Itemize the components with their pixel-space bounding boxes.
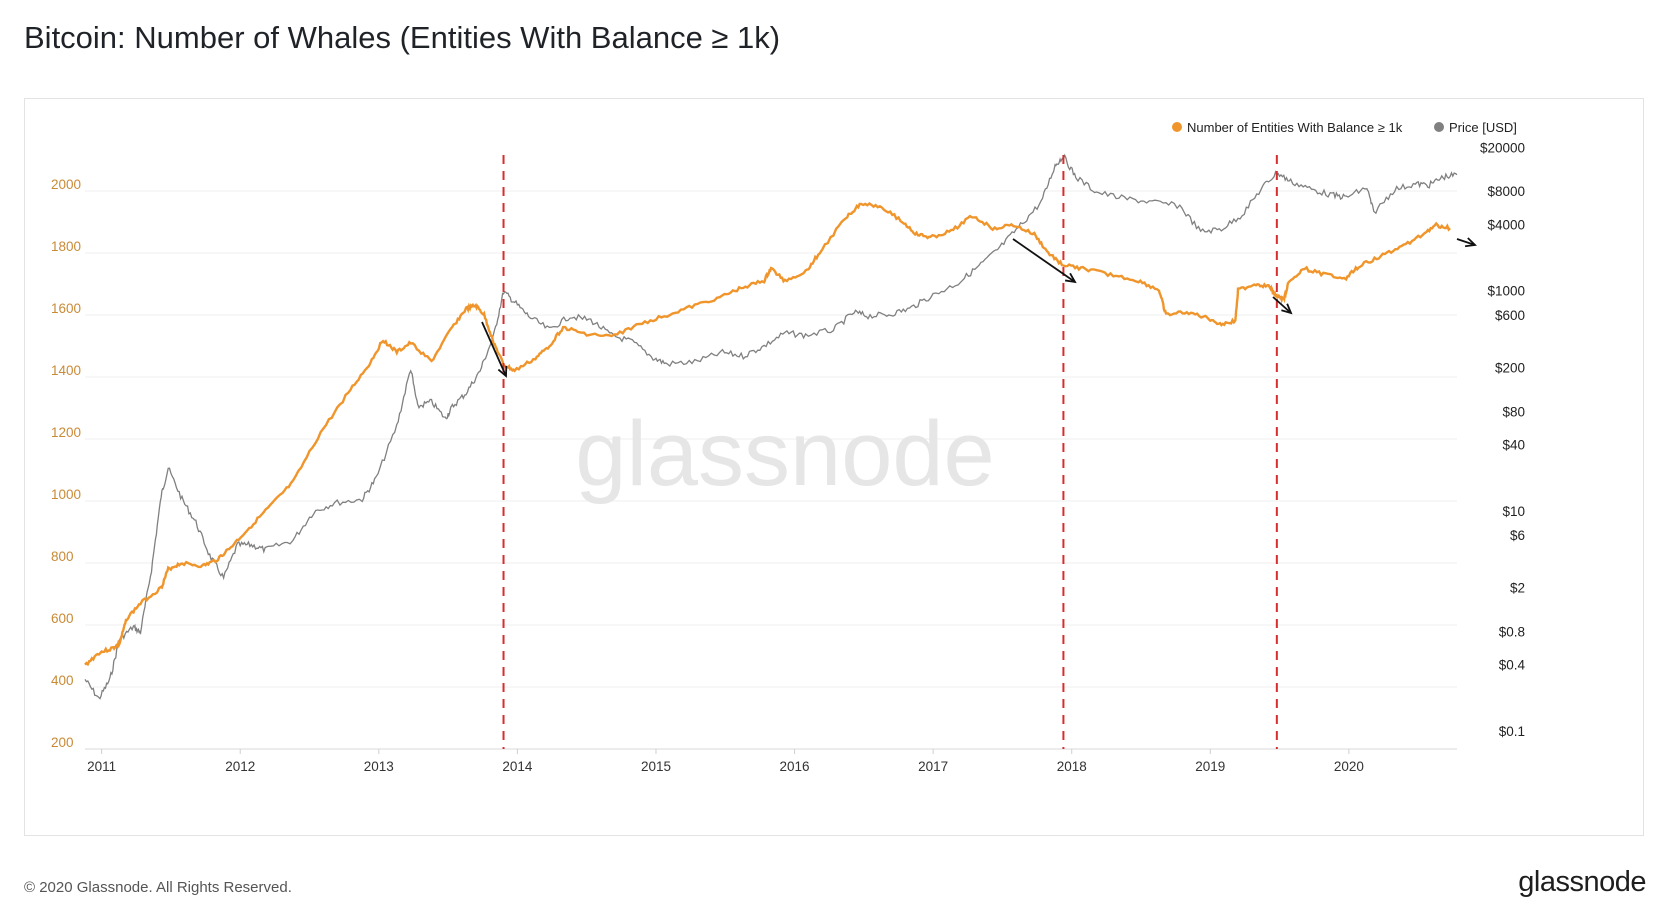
right-axis-tick-label: $1000 <box>1487 284 1525 299</box>
left-axis-tick-label: 2000 <box>51 177 81 192</box>
series-line-price <box>84 153 1458 700</box>
left-axis-tick-label: 1800 <box>51 239 81 254</box>
left-axis-tick-label: 1600 <box>51 301 81 316</box>
right-axis-tick-label: $8000 <box>1487 184 1525 199</box>
x-axis-tick-label: 2019 <box>1195 759 1225 774</box>
right-axis: $0.1 $0.4 $0.8 $2 $6 $10 $40 $80 $200 $600 $1000 $4… <box>1480 140 1526 739</box>
x-axis-tick-label: 2014 <box>502 759 533 774</box>
legend: Number of Entities With Balance ≥ 1k Pric… <box>1172 120 1517 135</box>
grid-lines <box>85 190 1457 750</box>
annotation-arrows <box>481 237 1477 378</box>
legend-label-price: Price [USD] <box>1449 120 1517 135</box>
right-axis-tick-label: $0.1 <box>1499 724 1525 739</box>
legend-swatch-entities <box>1172 122 1182 132</box>
left-axis-tick-label: 1400 <box>51 363 81 378</box>
right-axis-tick-label: $10 <box>1502 504 1525 519</box>
right-axis-tick-label: $80 <box>1502 404 1525 419</box>
arrow-shaft <box>1456 238 1476 246</box>
x-axis-tick-label: 2013 <box>364 759 394 774</box>
watermark: glassnode <box>575 403 994 505</box>
legend-swatch-price <box>1434 122 1444 132</box>
arrow-head <box>1464 237 1477 248</box>
x-axis-tick-label: 2015 <box>641 759 671 774</box>
arrow-shaft <box>1012 238 1076 283</box>
right-axis-tick-label: $2 <box>1510 581 1525 596</box>
right-axis-tick-label: $40 <box>1502 438 1525 453</box>
arrow-head <box>1281 303 1293 315</box>
x-axis-tick-label: 2012 <box>225 759 255 774</box>
x-axis-tick-label: 2017 <box>918 759 948 774</box>
right-axis-tick-label: $6 <box>1510 528 1525 543</box>
x-axis-tick-label: 2020 <box>1334 759 1364 774</box>
left-axis-tick-label: 800 <box>51 549 74 564</box>
chart-panel: glassnode 200 400 600 800 1000 1200 1400 1600 18… <box>24 98 1644 836</box>
right-axis-tick-label: $600 <box>1495 308 1525 323</box>
left-axis: 200 400 600 800 1000 1200 1400 1600 1800 2000 <box>51 177 81 750</box>
left-axis-tick-label: 400 <box>51 673 74 688</box>
left-axis-tick-label: 600 <box>51 611 74 626</box>
arrow-head <box>1064 272 1077 284</box>
left-axis-tick-label: 200 <box>51 735 74 750</box>
right-axis-tick-label: $0.8 <box>1499 625 1525 640</box>
left-axis-tick-label: 1000 <box>51 487 81 502</box>
series-line-entities <box>84 201 1451 667</box>
arrow-head <box>497 365 508 378</box>
x-axis-tick-label: 2018 <box>1057 759 1087 774</box>
arrow-shaft <box>481 321 507 377</box>
vertical-markers <box>502 155 1278 749</box>
legend-label-entities: Number of Entities With Balance ≥ 1k <box>1187 120 1403 135</box>
x-axis: 2011 2012 2013 2014 2015 2016 2017 2018 2019 2020 <box>87 749 1364 774</box>
copyright-text: © 2020 Glassnode. All Rights Reserved. <box>24 879 292 896</box>
left-axis-tick-label: 1200 <box>51 425 81 440</box>
right-axis-tick-label: $4000 <box>1487 217 1525 232</box>
chart-title: Bitcoin: Number of Whales (Entities With… <box>24 20 781 55</box>
x-axis-tick-label: 2016 <box>780 759 810 774</box>
arrow-shaft <box>1272 296 1292 314</box>
right-axis-tick-label: $20000 <box>1480 140 1525 155</box>
right-axis-tick-label: $0.4 <box>1499 658 1526 673</box>
x-axis-tick-label: 2011 <box>87 759 116 774</box>
brand-logo: glassnode <box>1518 866 1646 898</box>
right-axis-tick-label: $200 <box>1495 361 1525 376</box>
chart-svg: glassnode 200 400 600 800 1000 1200 1400 1600 18… <box>51 120 1526 774</box>
